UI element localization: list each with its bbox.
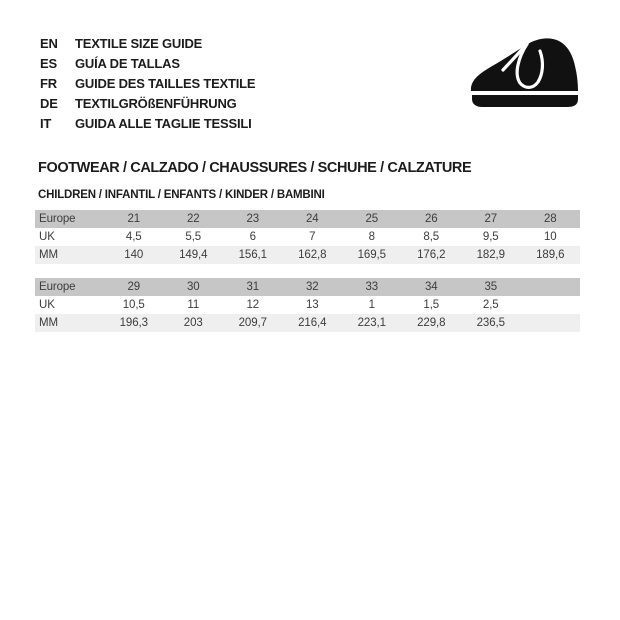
language-code: ES bbox=[40, 55, 57, 71]
table-row-mm: MM 196,3 203 209,7 216,4 223,1 229,8 236… bbox=[35, 314, 580, 332]
size-cell: 11 bbox=[163, 296, 223, 314]
size-cell: 25 bbox=[342, 210, 402, 228]
language-title-list: EN TEXTILE SIZE GUIDE ES GUÍA DE TALLAS … bbox=[40, 33, 256, 133]
size-cell: 28 bbox=[520, 210, 580, 228]
size-cell: 223,1 bbox=[342, 314, 402, 332]
size-cell: 6 bbox=[223, 228, 283, 246]
size-cell: 9,5 bbox=[461, 228, 521, 246]
table-row-uk: UK 4,5 5,5 6 7 8 8,5 9,5 10 bbox=[35, 228, 580, 246]
size-cell: 216,4 bbox=[282, 314, 342, 332]
table-row-europe: Europe 21 22 23 24 25 26 27 28 bbox=[35, 210, 580, 228]
shoe-icon bbox=[468, 36, 582, 110]
size-cell: 8 bbox=[342, 228, 402, 246]
row-label: MM bbox=[35, 246, 104, 264]
language-row-es: ES GUÍA DE TALLAS bbox=[40, 53, 255, 73]
size-cell: 203 bbox=[163, 314, 223, 332]
size-cell: 24 bbox=[282, 210, 342, 228]
size-cell: 182,9 bbox=[461, 246, 521, 264]
section-title: FOOTWEAR / CALZADO / CHAUSSURES / SCHUHE… bbox=[38, 160, 472, 176]
size-cell: 149,4 bbox=[163, 246, 223, 264]
size-cell: 35 bbox=[461, 278, 521, 296]
size-cell: 196,3 bbox=[104, 314, 164, 332]
row-label: UK bbox=[35, 296, 104, 314]
language-title: GUIDA ALLE TAGLIE TESSILI bbox=[75, 115, 252, 131]
size-cell: 2,5 bbox=[461, 296, 521, 314]
size-cell: 1 bbox=[342, 296, 402, 314]
language-title: TEXTILGRÖßENFÜHRUNG bbox=[75, 95, 237, 111]
language-title: GUÍA DE TALLAS bbox=[75, 55, 180, 71]
size-cell: 8,5 bbox=[401, 228, 461, 246]
size-cell: 10,5 bbox=[104, 296, 164, 314]
language-title: TEXTILE SIZE GUIDE bbox=[75, 35, 203, 51]
row-label: UK bbox=[35, 228, 104, 246]
size-cell: 7 bbox=[282, 228, 342, 246]
language-code: IT bbox=[40, 115, 52, 131]
size-cell: 229,8 bbox=[401, 314, 461, 332]
size-cell: 236,5 bbox=[461, 314, 521, 332]
row-label: Europe bbox=[35, 210, 104, 228]
size-cell: 26 bbox=[401, 210, 461, 228]
row-label: Europe bbox=[35, 278, 104, 296]
size-cell: 1,5 bbox=[401, 296, 461, 314]
language-row-it: IT GUIDA ALLE TAGLIE TESSILI bbox=[40, 113, 255, 133]
language-row-fr: FR GUIDE DES TAILLES TEXTILE bbox=[40, 73, 256, 93]
size-cell: 30 bbox=[163, 278, 223, 296]
size-cell: 189,6 bbox=[520, 246, 580, 264]
size-cell: 10 bbox=[520, 228, 580, 246]
size-cell bbox=[520, 278, 580, 296]
size-cell: 162,8 bbox=[282, 246, 342, 264]
size-cell bbox=[520, 296, 580, 314]
table-row-europe: Europe 29 30 31 32 33 34 35 bbox=[35, 278, 580, 296]
size-cell: 21 bbox=[104, 210, 164, 228]
size-cell: 13 bbox=[282, 296, 342, 314]
size-cell: 29 bbox=[104, 278, 164, 296]
size-cell: 22 bbox=[163, 210, 223, 228]
language-code: DE bbox=[40, 95, 58, 111]
size-table-1: Europe 21 22 23 24 25 26 27 28 UK 4,5 5,… bbox=[35, 210, 580, 264]
size-table-2: Europe 29 30 31 32 33 34 35 UK 10,5 11 1… bbox=[35, 278, 580, 332]
size-cell: 34 bbox=[401, 278, 461, 296]
size-cell: 27 bbox=[461, 210, 521, 228]
language-code: EN bbox=[40, 35, 58, 51]
size-cell: 4,5 bbox=[104, 228, 164, 246]
table-row-uk: UK 10,5 11 12 13 1 1,5 2,5 bbox=[35, 296, 580, 314]
size-cell: 5,5 bbox=[163, 228, 223, 246]
size-cell: 12 bbox=[223, 296, 283, 314]
language-code: FR bbox=[40, 75, 57, 91]
language-row-en: EN TEXTILE SIZE GUIDE bbox=[40, 33, 255, 53]
size-cell: 140 bbox=[104, 246, 164, 264]
language-title: GUIDE DES TAILLES TEXTILE bbox=[75, 75, 256, 91]
size-cell: 169,5 bbox=[342, 246, 402, 264]
size-cell: 209,7 bbox=[223, 314, 283, 332]
row-label: MM bbox=[35, 314, 104, 332]
size-cell bbox=[520, 314, 580, 332]
size-cell: 31 bbox=[223, 278, 283, 296]
table-row-mm: MM 140 149,4 156,1 162,8 169,5 176,2 182… bbox=[35, 246, 580, 264]
size-cell: 32 bbox=[282, 278, 342, 296]
size-cell: 176,2 bbox=[401, 246, 461, 264]
section-subtitle: CHILDREN / INFANTIL / ENFANTS / KINDER /… bbox=[38, 189, 325, 201]
language-row-de: DE TEXTILGRÖßENFÜHRUNG bbox=[40, 93, 255, 113]
size-cell: 23 bbox=[223, 210, 283, 228]
size-cell: 33 bbox=[342, 278, 402, 296]
size-cell: 156,1 bbox=[223, 246, 283, 264]
